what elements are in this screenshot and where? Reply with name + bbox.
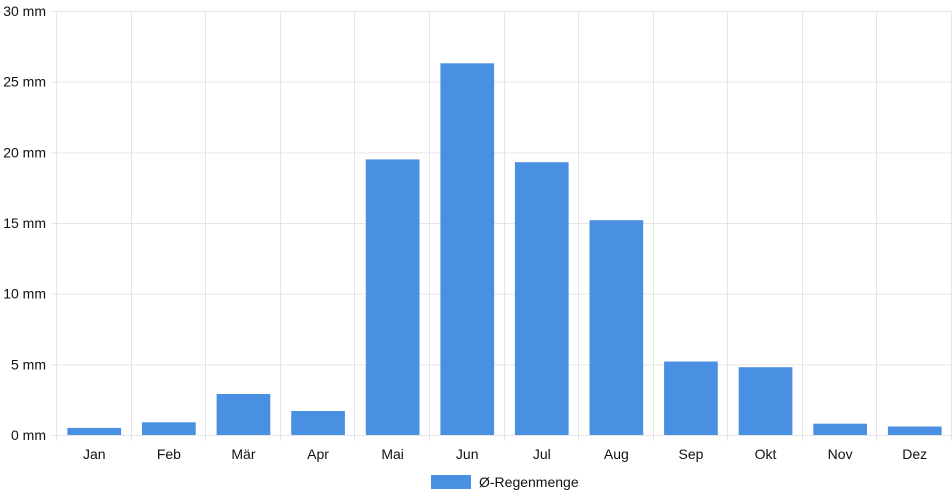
x-tick-label: Apr — [307, 446, 329, 462]
x-tick-label: Sep — [678, 446, 703, 462]
x-tick-label: Feb — [157, 446, 181, 462]
x-tick-label: Mai — [381, 446, 404, 462]
x-tick-label: Jul — [533, 446, 551, 462]
bars — [67, 63, 942, 436]
legend[interactable]: Ø-Regenmenge — [431, 474, 579, 490]
bar-aug[interactable] — [589, 220, 644, 435]
bar-okt[interactable] — [738, 367, 793, 435]
y-tick-label: 25 mm — [3, 74, 46, 90]
y-axis: 0 mm 5 mm 10 mm 15 mm 20 mm 25 mm 30 mm — [3, 3, 57, 443]
legend-swatch[interactable] — [431, 475, 471, 489]
y-tick-label: 30 mm — [3, 3, 46, 19]
x-tick-label: Jun — [456, 446, 479, 462]
bar-nov[interactable] — [813, 423, 867, 435]
grid — [56, 11, 952, 441]
bar-jul[interactable] — [514, 162, 569, 435]
bar-mai[interactable] — [365, 159, 420, 435]
x-tick-label: Okt — [755, 446, 777, 462]
bar-mär[interactable] — [216, 394, 271, 435]
bar-jun[interactable] — [440, 63, 495, 436]
y-tick-label: 15 mm — [3, 215, 46, 231]
x-tick-label: Dez — [902, 446, 927, 462]
x-tick-label: Nov — [828, 446, 853, 462]
x-tick-label: Mär — [231, 446, 255, 462]
y-tick-label: 10 mm — [3, 286, 46, 302]
bar-jan[interactable] — [67, 427, 122, 435]
y-tick-label: 5 mm — [11, 356, 46, 372]
y-tick-label: 20 mm — [3, 144, 46, 160]
x-tick-label: Jan — [83, 446, 106, 462]
legend-label[interactable]: Ø-Regenmenge — [479, 474, 579, 490]
x-axis: Jan Feb Mär Apr Mai Jun Jul Aug Sep Okt Nov Dez — [83, 446, 927, 462]
bar-dez[interactable] — [887, 426, 942, 436]
y-tick-label: 0 mm — [11, 427, 46, 443]
bar-feb[interactable] — [142, 422, 196, 435]
x-tick-label: Aug — [604, 446, 629, 462]
bar-sep[interactable] — [664, 361, 718, 436]
bar-apr[interactable] — [291, 411, 345, 435]
